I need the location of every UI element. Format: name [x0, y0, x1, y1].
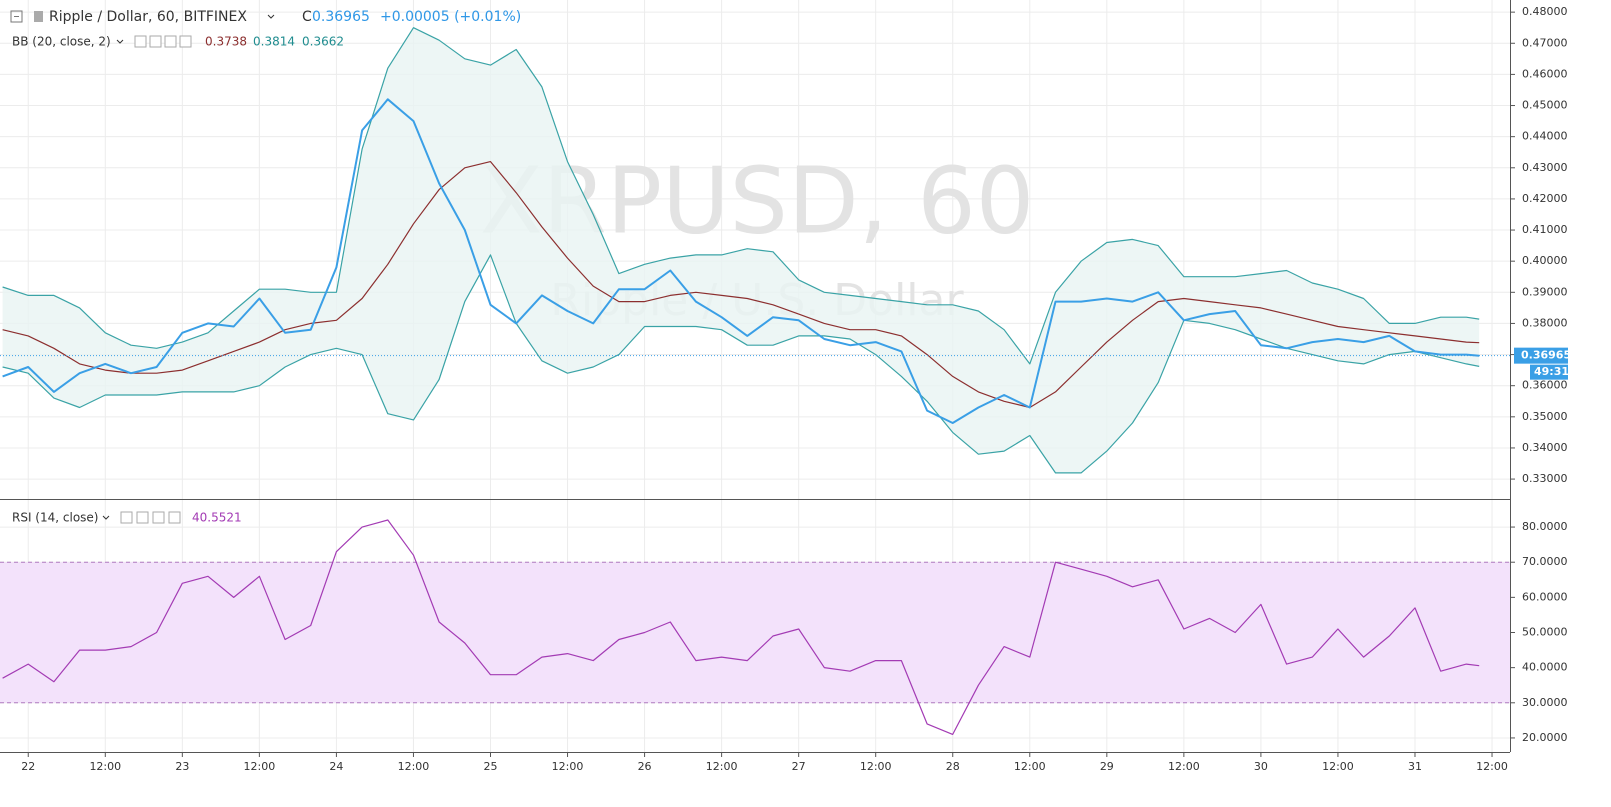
visibility-button[interactable]: [120, 511, 133, 524]
x-tick-label: 25: [483, 760, 497, 773]
x-tick-label: 12:00: [860, 760, 892, 773]
y-tick-label: 0.33000: [1522, 472, 1568, 485]
bb-label[interactable]: BB (20, close, 2): [12, 35, 111, 49]
countdown-tag: [1530, 364, 1568, 380]
rsi-value: 40.5521: [192, 511, 242, 525]
chevron[interactable]: [267, 14, 275, 19]
y-tick-label: 50.0000: [1522, 626, 1568, 639]
settings-button[interactable]: [136, 511, 149, 524]
x-tick-label: 28: [946, 760, 960, 773]
y-tick-label: 0.34000: [1522, 441, 1568, 454]
x-tick-label: 30: [1254, 760, 1268, 773]
more-button[interactable]: [164, 35, 177, 48]
bb-lower-value: 0.3662: [302, 35, 344, 49]
axes: 0.330000.340000.350000.360000.370000.380…: [21, 5, 1571, 773]
remove-button[interactable]: [179, 35, 192, 48]
flag-icon: [34, 11, 43, 22]
x-tick-label: 12:00: [1168, 760, 1200, 773]
y-tick-label: 40.0000: [1522, 661, 1568, 674]
y-tick-label: 0.35000: [1522, 410, 1568, 423]
x-tick-label: 12:00: [1322, 760, 1354, 773]
y-tick-label: 0.38000: [1522, 316, 1568, 329]
bb-middle-value: 0.3738: [205, 35, 247, 49]
price-tag-label: 0.36965: [1521, 349, 1571, 362]
x-tick-label: 12:00: [706, 760, 738, 773]
series-line: [2, 519, 1480, 735]
chevron[interactable]: [116, 39, 124, 44]
rsi-label[interactable]: RSI (14, close): [12, 511, 98, 525]
visibility-button[interactable]: [134, 35, 147, 48]
y-tick-label: 30.0000: [1522, 696, 1568, 709]
change: +0.00005 (+0.01%): [380, 9, 521, 25]
price-tag: [1514, 347, 1568, 364]
x-tick-label: 12:00: [552, 760, 584, 773]
symbol-title[interactable]: Ripple / Dollar, 60, BITFINEX: [49, 9, 247, 25]
x-tick-label: 23: [175, 760, 189, 773]
collapse-button[interactable]: [10, 10, 23, 23]
y-tick-label: 0.48000: [1522, 5, 1568, 18]
y-tick-label: 0.41000: [1522, 223, 1568, 236]
x-tick-label: 12:00: [1476, 760, 1508, 773]
more-button[interactable]: [152, 511, 165, 524]
close-prefix: C: [302, 9, 312, 25]
y-tick-label: 0.47000: [1522, 36, 1568, 49]
bb-upper-value: 0.3814: [253, 35, 295, 49]
x-tick-label: 12:00: [89, 760, 121, 773]
plot: [0, 27, 1510, 735]
y-tick-label: 0.36000: [1522, 379, 1568, 392]
series-line: [2, 161, 1480, 409]
countdown-label: 49:31: [1534, 365, 1569, 378]
series-line: [2, 27, 1480, 365]
series-line: [2, 254, 1480, 474]
y-tick-label: 70.0000: [1522, 555, 1568, 568]
close-value: 0.36965: [312, 9, 370, 25]
remove-button[interactable]: [168, 511, 181, 524]
x-tick-label: 12:00: [1014, 760, 1046, 773]
y-tick-label: 80.0000: [1522, 520, 1568, 533]
chevron[interactable]: [102, 515, 110, 520]
x-tick-label: 12:00: [244, 760, 276, 773]
y-tick-label: 0.42000: [1522, 192, 1568, 205]
series-line: [2, 98, 1480, 424]
x-tick-label: 24: [329, 760, 343, 773]
x-tick-label: 22: [21, 760, 35, 773]
x-tick-label: 26: [638, 760, 652, 773]
y-tick-label: 0.45000: [1522, 99, 1568, 112]
y-tick-label: 0.46000: [1522, 67, 1568, 80]
y-tick-label: 0.40000: [1522, 254, 1568, 267]
x-tick-label: 31: [1408, 760, 1422, 773]
x-tick-label: 27: [792, 760, 806, 773]
y-tick-label: 0.44000: [1522, 130, 1568, 143]
y-tick-label: 0.43000: [1522, 161, 1568, 174]
x-tick-label: 12:00: [398, 760, 430, 773]
y-tick-label: 0.39000: [1522, 285, 1568, 298]
rsi-band: [0, 562, 1510, 703]
y-tick-label: 20.0000: [1522, 731, 1568, 744]
y-tick-label: 60.0000: [1522, 590, 1568, 603]
settings-button[interactable]: [149, 35, 162, 48]
x-tick-label: 29: [1100, 760, 1114, 773]
legend: Ripple / Dollar, 60, BITFINEX C 0.36965 …: [10, 9, 521, 525]
